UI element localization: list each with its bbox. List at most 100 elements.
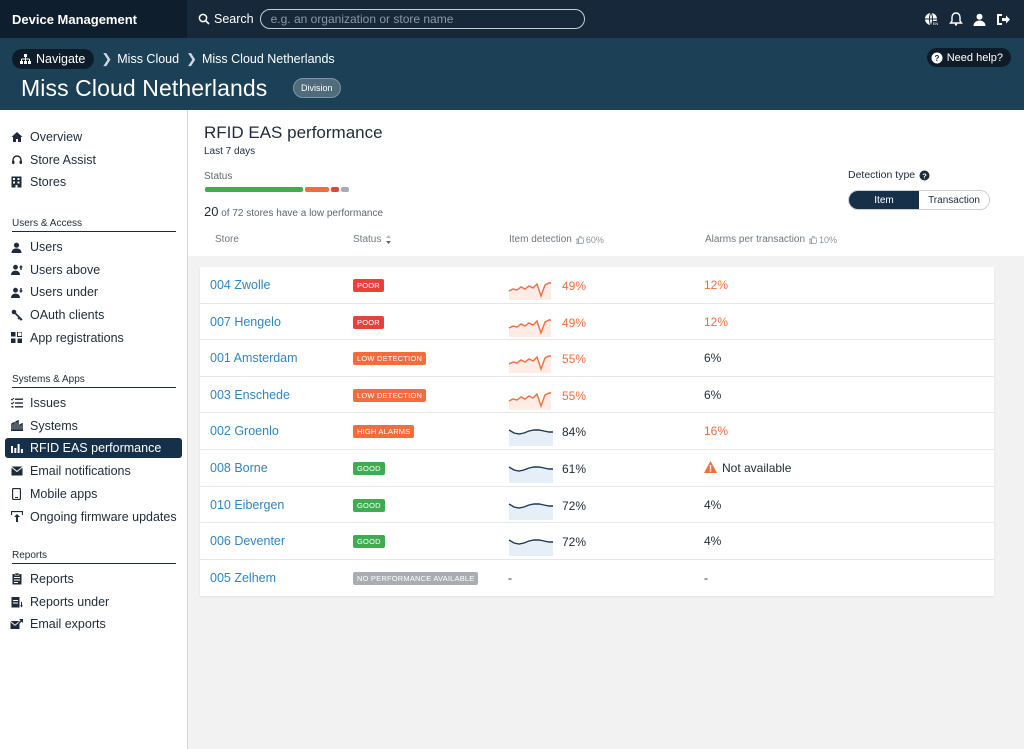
list-icon — [10, 398, 23, 408]
sidebar-item-stores[interactable]: Stores — [5, 172, 182, 192]
phone-icon — [10, 487, 23, 500]
sidebar-item-reports[interactable]: Reports — [5, 569, 182, 589]
question-icon: ? — [919, 170, 930, 180]
column-store-label: Store — [215, 234, 239, 245]
alarms-value: 12% — [704, 315, 728, 329]
alarms-text: 6% — [704, 387, 722, 402]
table-row[interactable]: 003 Enschede LOW DETECTION 55% 6% — [200, 377, 994, 414]
segment-item[interactable]: Item — [849, 191, 919, 209]
store-link[interactable]: 008 Borne — [210, 460, 268, 475]
alarms-text: 16% — [704, 424, 729, 439]
alarms-value: 6% — [704, 351, 721, 365]
sidebar-item-issues[interactable]: Issues — [5, 393, 182, 413]
store-link[interactable]: 003 Enschede — [210, 387, 290, 402]
search-icon — [198, 13, 210, 25]
sidebar-item-rfid-eas-performance[interactable]: RFID EAS performance — [5, 438, 182, 459]
help-button[interactable]: ? Need help? — [926, 48, 1011, 67]
store-link[interactable]: 004 Zwolle — [210, 278, 271, 292]
report-down-icon — [10, 596, 23, 608]
search-input[interactable] — [259, 9, 585, 29]
systems-icon — [10, 420, 23, 432]
detection-type-toggle: Item Transaction — [848, 190, 990, 210]
store-link[interactable]: 005 Zelhem — [210, 570, 277, 585]
item-detection-value: 72% — [562, 535, 587, 550]
column-header-item-detection[interactable]: Item detection 60% — [509, 234, 604, 245]
sidebar: Overview Store Assist Stores Users & Access… — [0, 110, 188, 749]
language-globe-icon[interactable]: EN — [924, 12, 939, 27]
status-badge: GOOD — [353, 461, 385, 475]
status-badge: NO PERFORMANCE AVAILABLE — [353, 571, 479, 585]
bell-icon[interactable] — [949, 12, 963, 26]
top-icons: EN — [924, 0, 1010, 38]
sidebar-item-label: Email notifications — [30, 464, 131, 479]
alarms-value: 6% — [704, 388, 721, 402]
detection-type-text: Detection type — [848, 169, 916, 181]
sidebar-item-ongoing-firmware-updates[interactable]: Ongoing firmware updates — [5, 507, 182, 527]
alarms-value: 4% — [704, 534, 721, 548]
table-row[interactable]: 006 Deventer GOOD 72% 4% — [200, 523, 994, 560]
status-badge: GOOD — [353, 498, 385, 512]
main-content: RFID EAS performance Last 7 days Status … — [188, 110, 1024, 749]
sidebar-item-email-notifications[interactable]: Email notifications — [5, 461, 182, 481]
sidebar-item-email-exports[interactable]: Email exports — [5, 614, 182, 634]
sidebar-item-label: OAuth clients — [30, 308, 105, 323]
navigate-button[interactable]: Navigate — [12, 49, 95, 69]
status-badge: POOR — [353, 279, 384, 292]
sidebar-item-systems[interactable]: Systems — [5, 416, 182, 436]
status-badge: HIGH ALARMS — [353, 425, 415, 439]
table-row[interactable]: 008 Borne GOOD 61% Not available — [200, 450, 994, 487]
table-row[interactable]: 007 Hengelo POOR 49% 12% — [200, 304, 994, 341]
column-header-status[interactable]: Status — [353, 234, 392, 245]
alarms-text: Not available — [722, 461, 792, 476]
sidebar-item-users-under[interactable]: Users under — [5, 282, 182, 302]
column-header-alarms[interactable]: Alarms per transaction 10% — [705, 234, 837, 245]
status-badge: LOW DETECTION — [353, 388, 427, 402]
item-detection-value: 72% — [562, 498, 587, 513]
breadcrumb-item[interactable]: Miss Cloud — [117, 52, 180, 66]
stores-table: 004 Zwolle POOR 49% 12% 007 Hengelo POOR 49% 12… — [200, 267, 994, 597]
item-detection-value: 84% — [562, 425, 587, 440]
sitemap-icon — [20, 54, 31, 64]
sidebar-item-app-registrations[interactable]: App registrations — [5, 328, 182, 348]
logout-icon[interactable] — [996, 13, 1010, 26]
sidebar-item-label: Mobile apps — [30, 486, 98, 501]
store-link[interactable]: 010 Eibergen — [210, 497, 285, 512]
sidebar-item-label: Overview — [30, 130, 83, 144]
sidebar-item-label: Users — [30, 240, 63, 254]
sidebar-item-store-assist[interactable]: Store Assist — [5, 150, 182, 170]
sidebar-item-label: Reports — [30, 572, 74, 586]
table-row[interactable]: 002 Groenlo HIGH ALARMS 84% 16% — [200, 413, 994, 450]
table-row[interactable]: 010 Eibergen GOOD 72% 4% — [200, 487, 994, 524]
upload-icon — [10, 511, 23, 522]
breadcrumb-item-current[interactable]: Miss Cloud Netherlands — [201, 52, 335, 66]
sidebar-section-heading: Systems & Apps — [12, 374, 176, 388]
status-badge: LOW DETECTION — [353, 352, 427, 366]
sidebar-item-users[interactable]: Users — [5, 237, 182, 257]
detection-type-label: Detection type ? — [848, 169, 930, 181]
alarms-value: 16% — [704, 424, 728, 438]
sidebar-item-overview[interactable]: Overview — [5, 127, 182, 147]
table-row[interactable]: 001 Amsterdam LOW DETECTION 55% 6% — [200, 340, 994, 377]
segment-transaction[interactable]: Transaction — [919, 191, 989, 209]
alarms-target-value: 10% — [819, 234, 838, 245]
store-link[interactable]: 001 Amsterdam — [210, 351, 298, 366]
store-link[interactable]: 002 Groenlo — [210, 424, 279, 439]
sidebar-section-heading: Users & Access — [12, 218, 176, 232]
store-link[interactable]: 006 Deventer — [210, 534, 286, 549]
home-icon — [10, 131, 23, 143]
column-header-store[interactable]: Store — [215, 234, 239, 245]
breadcrumb: Navigate ❯ Miss Cloud ❯ Miss Cloud Nethe… — [12, 49, 335, 69]
store-link[interactable]: 007 Hengelo — [210, 314, 281, 329]
panel-header: RFID EAS performance Last 7 days Status … — [188, 110, 1024, 256]
sidebar-item-reports-under[interactable]: Reports under — [5, 592, 182, 612]
item-detection-value: - — [508, 570, 512, 585]
app-title[interactable]: Device Management — [0, 0, 187, 38]
sidebar-item-oauth-clients[interactable]: OAuth clients — [5, 305, 182, 325]
chevron-right-icon: ❯ — [101, 51, 113, 66]
table-row[interactable]: 005 Zelhem NO PERFORMANCE AVAILABLE - - — [200, 560, 994, 597]
sidebar-item-mobile-apps[interactable]: Mobile apps — [5, 484, 182, 504]
user-icon[interactable] — [973, 13, 986, 26]
table-row[interactable]: 004 Zwolle POOR 49% 12% — [200, 267, 994, 304]
status-bar-none — [341, 187, 349, 192]
sidebar-item-users-above[interactable]: Users above — [5, 260, 182, 280]
